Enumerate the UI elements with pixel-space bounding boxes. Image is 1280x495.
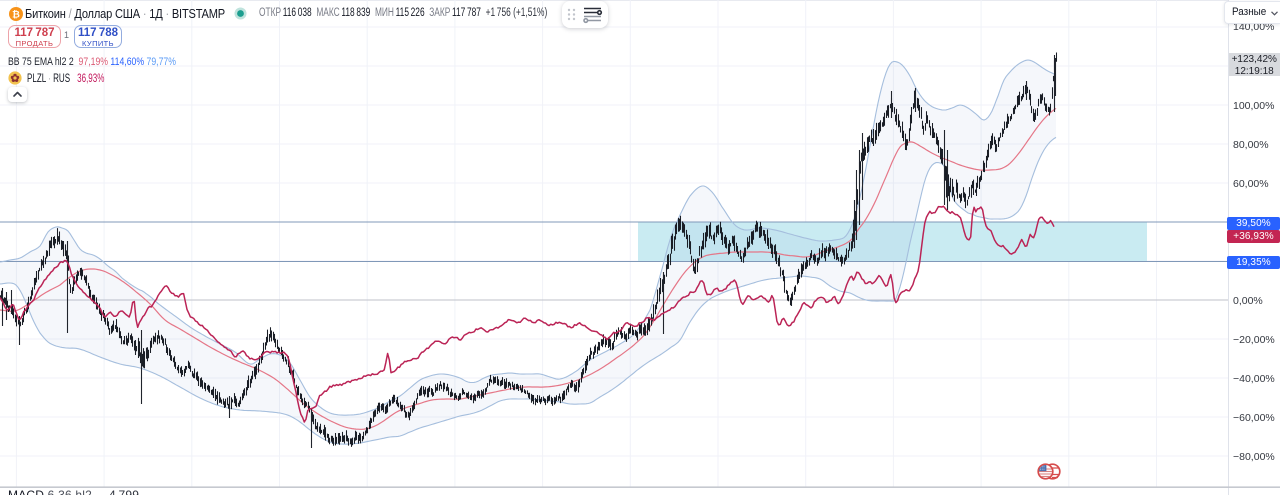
svg-text:₿: ₿ [12, 9, 20, 20]
